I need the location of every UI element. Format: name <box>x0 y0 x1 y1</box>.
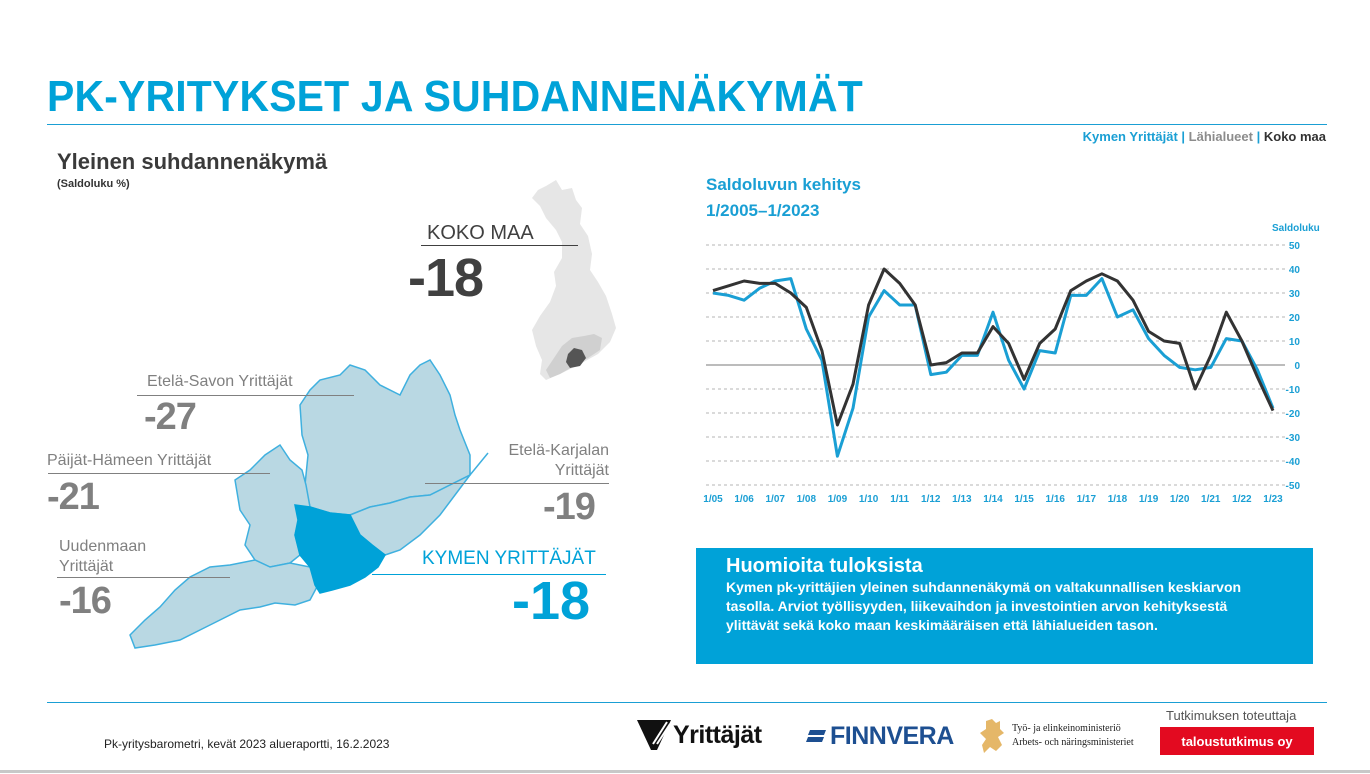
lion-crest-icon <box>980 719 1004 753</box>
x-tick-label: 1/20 <box>1170 494 1190 505</box>
region-map <box>129 359 489 649</box>
x-tick-label: 1/14 <box>983 494 1003 505</box>
footer-divider <box>47 702 1327 703</box>
x-tick-label: 1/09 <box>828 494 848 505</box>
researcher-label: Tutkimuksen toteuttaja <box>1166 708 1297 723</box>
koko-maa-value: -18 <box>408 248 484 308</box>
kymen-mini-region <box>566 348 586 368</box>
page-title: PK-YRITYKSET JA SUHDANNENÄKYMÄT <box>47 72 863 121</box>
x-tick-label: 1/21 <box>1201 494 1221 505</box>
section-subtitle: (Saldoluku %) <box>57 178 130 190</box>
x-tick-label: 1/10 <box>859 494 879 505</box>
taloustutkimus-logo: taloustutkimus oy <box>1160 727 1314 755</box>
legend-lahialueet: Lähialueet <box>1188 129 1253 144</box>
section-title: Yleinen suhdannenäkymä <box>57 149 328 174</box>
y-tick-label: -10 <box>1286 385 1301 396</box>
tem-logo: Työ- ja elinkeinoministeriö Arbets- och … <box>978 716 1134 756</box>
x-tick-label: 1/16 <box>1045 494 1065 505</box>
x-tick-label: 1/15 <box>1014 494 1034 505</box>
finnvera-mark-icon <box>806 730 826 742</box>
kymen-value: -18 <box>512 571 591 631</box>
y-tick-label: 20 <box>1289 313 1301 324</box>
paijat-hame-rule <box>48 473 270 474</box>
finland-map <box>532 180 616 380</box>
series-kymen-line <box>712 277 1275 458</box>
footer-source: Pk-yritysbarometri, kevät 2023 aluerapor… <box>104 737 390 751</box>
x-tick-label: 1/07 <box>765 494 785 505</box>
etela-savo-value: -27 <box>144 396 197 438</box>
x-tick-label: 1/12 <box>921 494 941 505</box>
legend-separator: | <box>1256 129 1261 144</box>
title-divider <box>47 124 1327 125</box>
legend-koko-maa: Koko maa <box>1263 129 1326 144</box>
finnvera-logo: FINNVERA <box>806 718 954 754</box>
etela-karjala-rule <box>425 483 609 484</box>
etela-savo-rule <box>137 395 354 396</box>
uusimaa-label: Uudenmaan Yrittäjät <box>59 538 147 575</box>
y-tick-label: 30 <box>1289 289 1301 300</box>
y-tick-label: -40 <box>1286 457 1301 468</box>
etela-karjala-label: Etelä-Karjalan Yrittäjät <box>508 442 610 479</box>
bottom-border <box>0 770 1370 773</box>
x-tick-label: 1/18 <box>1108 494 1128 505</box>
results-notes-box: Huomioita tuloksista Kymen pk-yrittäjien… <box>696 548 1313 664</box>
series-legend: Kymen Yrittäjät | Lähialueet | Koko maa <box>1083 129 1326 144</box>
yrittajat-mark-icon <box>637 720 671 750</box>
chart-title: Saldoluvun kehitys 1/2005–1/2023 <box>706 175 861 220</box>
x-tick-label: 1/11 <box>890 494 909 505</box>
x-tick-label: 1/23 <box>1263 494 1283 505</box>
legend-kymen: Kymen Yrittäjät <box>1082 129 1178 144</box>
paijat-hame-value: -21 <box>47 476 100 518</box>
paijat-hame-label: Päijät-Hämeen Yrittäjät <box>47 452 212 469</box>
y-tick-label: -30 <box>1286 433 1301 444</box>
kymen-label: KYMEN YRITTÄJÄT <box>422 548 596 569</box>
legend-separator: | <box>1181 129 1186 144</box>
x-tick-label: 1/17 <box>1077 494 1097 505</box>
kymen-rule <box>372 574 606 575</box>
koko-maa-rule <box>421 245 578 246</box>
uusimaa-value: -16 <box>59 580 112 622</box>
x-tick-label: 1/06 <box>734 494 754 505</box>
notes-body: Kymen pk-yrittäjien yleinen suhdannenäky… <box>726 579 1242 633</box>
region-kymen <box>294 504 386 594</box>
y-tick-label: 0 <box>1294 361 1300 372</box>
x-tick-label: 1/22 <box>1232 494 1252 505</box>
x-tick-label: 1/13 <box>952 494 972 505</box>
finland-silhouette <box>532 180 616 380</box>
y-tick-label: 10 <box>1289 337 1301 348</box>
y-tick-label: -50 <box>1286 481 1301 492</box>
series-koko-maa-line <box>712 267 1275 427</box>
x-tick-label: 1/05 <box>703 494 723 505</box>
notes-title: Huomioita tuloksista <box>726 555 923 577</box>
etela-karjala-value: -19 <box>543 486 596 528</box>
yrittajat-logo: Yrittäjät <box>637 716 762 754</box>
koko-maa-label: KOKO MAA <box>427 222 534 244</box>
etela-savo-label: Etelä-Savon Yrittäjät <box>147 373 293 390</box>
y-tick-label: 50 <box>1289 241 1301 252</box>
x-tick-label: 1/08 <box>797 494 817 505</box>
uusimaa-rule <box>57 577 230 578</box>
y-tick-label: 40 <box>1289 265 1301 276</box>
y-tick-label: -20 <box>1286 409 1301 420</box>
chart-y-axis-label: Saldoluku <box>1272 223 1320 234</box>
x-tick-label: 1/19 <box>1139 494 1159 505</box>
